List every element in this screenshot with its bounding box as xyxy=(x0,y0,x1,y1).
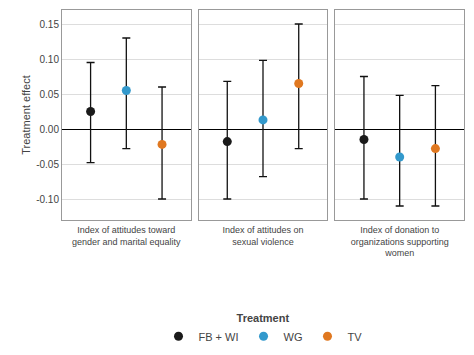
svg-text:-0.10: -0.10 xyxy=(36,194,59,205)
svg-text:0.05: 0.05 xyxy=(40,89,60,100)
svg-text:Treatment: Treatment xyxy=(237,312,290,324)
svg-text:0.15: 0.15 xyxy=(40,19,60,30)
svg-text:Treatment effect: Treatment effect xyxy=(20,75,32,154)
svg-text:-0.05: -0.05 xyxy=(36,159,59,170)
svg-text:0.00: 0.00 xyxy=(40,124,60,135)
svg-text:TV: TV xyxy=(347,331,362,343)
svg-text:Index of attitudes towardgende: Index of attitudes towardgender and mari… xyxy=(72,225,181,247)
svg-text:WG: WG xyxy=(284,331,303,343)
svg-text:Index of donation toorganizati: Index of donation toorganizations suppor… xyxy=(351,225,449,258)
svg-text:Index of attitudes onsexual vi: Index of attitudes onsexual violence xyxy=(222,225,303,247)
svg-text:0.10: 0.10 xyxy=(40,54,60,65)
svg-text:FB + WI: FB + WI xyxy=(199,331,239,343)
